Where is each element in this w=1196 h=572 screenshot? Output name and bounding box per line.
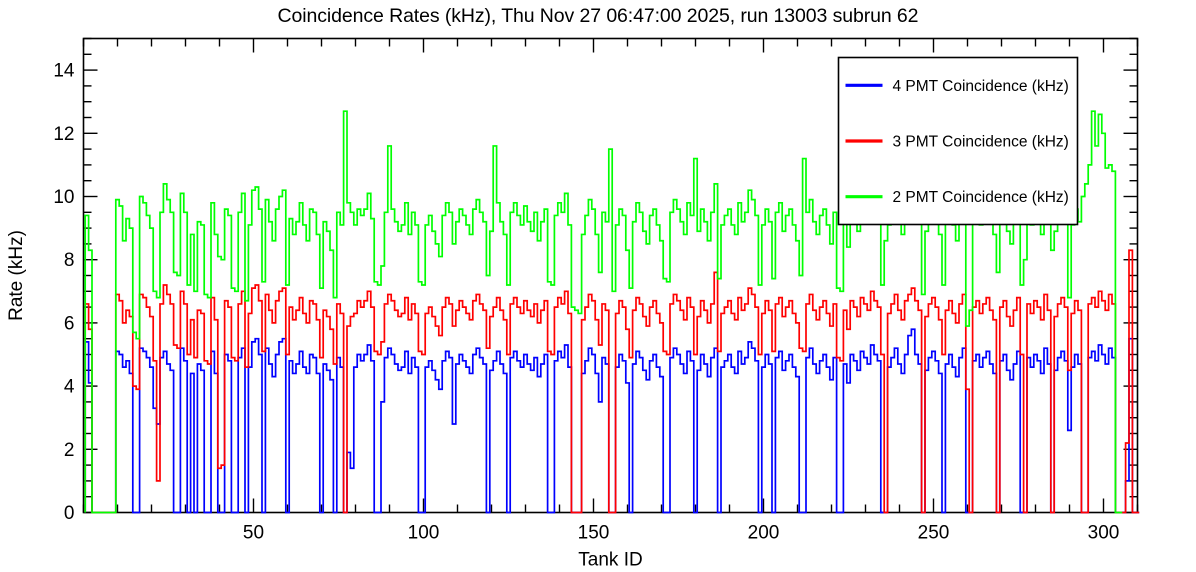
x-tick-label: 200 xyxy=(748,523,780,544)
legend-label-3: 2 PMT Coincidence (kHz) xyxy=(893,189,1069,206)
legend-label-2: 3 PMT Coincidence (kHz) xyxy=(893,134,1069,151)
chart-legend[interactable]: 4 PMT Coincidence (kHz) 3 PMT Coincidence… xyxy=(837,56,1079,226)
series-line-2 xyxy=(84,249,1140,514)
axis-titles: Tank ID Rate (kHz) xyxy=(6,230,643,570)
x-tick-label: 300 xyxy=(1088,523,1120,544)
axis-tick-labels: 0 2 4 6 8 10 12 14 50 100 150 200 250 300 xyxy=(53,61,1119,544)
page-title: Coincidence Rates (kHz), Thu Nov 27 06:4… xyxy=(277,5,919,27)
y-tick-label: 0 xyxy=(64,503,75,524)
y-tick-label: 8 xyxy=(64,250,75,271)
x-tick-label: 150 xyxy=(578,523,610,544)
x-tick-label: 100 xyxy=(408,523,440,544)
series-line-1 xyxy=(84,328,1140,514)
y-axis-title: Rate (kHz) xyxy=(6,230,27,321)
x-tick-label: 50 xyxy=(243,523,264,544)
y-tick-label: 6 xyxy=(64,313,75,334)
legend-label-1: 4 PMT Coincidence (kHz) xyxy=(893,78,1069,95)
y-tick-label: 10 xyxy=(53,187,74,208)
y-tick-label: 2 xyxy=(64,440,75,461)
y-tick-label: 4 xyxy=(64,377,75,398)
y-tick-label: 12 xyxy=(53,124,74,145)
y-tick-label: 14 xyxy=(53,61,75,82)
x-axis-title: Tank ID xyxy=(578,550,642,571)
x-tick-label: 250 xyxy=(918,523,950,544)
